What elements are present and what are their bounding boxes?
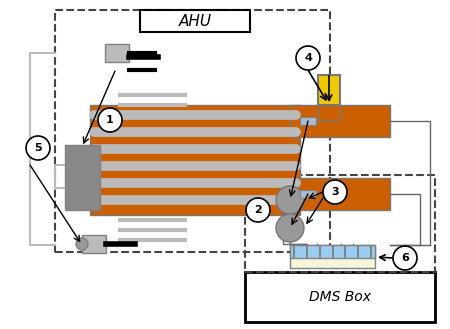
Text: 2: 2	[254, 205, 262, 215]
Bar	[300, 117, 316, 125]
Circle shape	[76, 238, 88, 250]
Text: 5: 5	[34, 143, 42, 153]
Bar	[300, 190, 316, 198]
Bar	[65, 145, 100, 210]
Text: 1: 1	[106, 115, 114, 125]
Circle shape	[26, 136, 50, 160]
Circle shape	[323, 180, 347, 204]
Circle shape	[276, 214, 304, 242]
Bar	[245, 272, 435, 322]
Text: AHU: AHU	[179, 13, 212, 29]
Circle shape	[276, 186, 304, 214]
Text: DMS Box: DMS Box	[309, 290, 371, 304]
Circle shape	[98, 108, 122, 132]
Bar	[290, 105, 390, 137]
Bar	[105, 44, 129, 62]
Bar	[290, 245, 375, 258]
Bar	[82, 235, 106, 253]
Circle shape	[246, 198, 270, 222]
Circle shape	[393, 246, 417, 270]
Bar	[90, 105, 300, 215]
Bar	[318, 105, 340, 120]
Text: 6: 6	[401, 253, 409, 263]
Bar	[290, 178, 390, 210]
Bar	[245, 175, 435, 272]
Bar	[290, 245, 375, 268]
Text: 3: 3	[331, 187, 339, 197]
Bar	[318, 75, 340, 105]
Bar	[140, 10, 250, 32]
Bar	[55, 10, 330, 252]
Text: 4: 4	[304, 53, 312, 63]
Circle shape	[296, 46, 320, 70]
